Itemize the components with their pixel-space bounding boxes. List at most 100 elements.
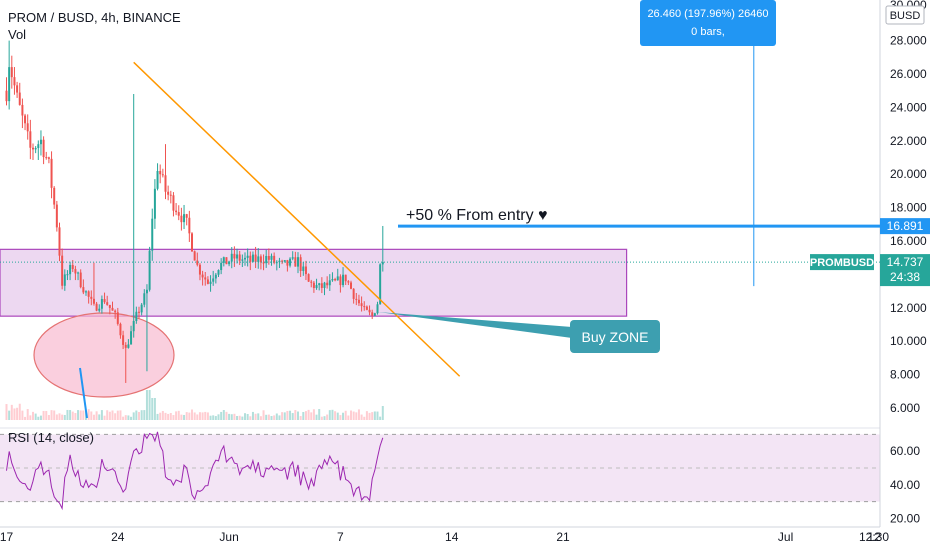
- symbol-title[interactable]: PROM / BUSD, 4h, BINANCE: [8, 10, 181, 25]
- volume-bar: [204, 411, 207, 420]
- descending-trendline[interactable]: [133, 61, 461, 377]
- rsi-label[interactable]: RSI (14, close): [8, 430, 94, 445]
- candle-body: [87, 291, 90, 297]
- candle-body: [39, 139, 42, 145]
- volume-bar: [283, 412, 286, 420]
- volume-bar: [304, 411, 307, 420]
- volume-bar: [251, 411, 254, 420]
- bottom-highlight-ellipse[interactable]: [33, 312, 175, 398]
- candle-body: [254, 254, 257, 262]
- volume-bar: [196, 414, 199, 420]
- price-tick-label: 20.000: [890, 167, 927, 181]
- volume-bar: [24, 416, 27, 420]
- measure-info-box[interactable]: [640, 0, 776, 46]
- candle-body: [344, 274, 347, 282]
- candle-body: [180, 215, 183, 223]
- volume-bar: [297, 411, 299, 420]
- candle-body: [244, 257, 246, 260]
- candle-body: [286, 260, 289, 266]
- candle-body: [148, 250, 151, 290]
- volume-bar: [164, 412, 167, 420]
- volume-bar: [379, 416, 382, 420]
- currency-badge[interactable]: [885, 5, 925, 25]
- volume-bar: [122, 416, 125, 420]
- volume-bar: [29, 415, 32, 420]
- volume-bar: [291, 413, 294, 420]
- pointer-line[interactable]: [79, 367, 88, 419]
- volume-bar: [350, 410, 352, 420]
- volume-bar: [363, 416, 366, 420]
- measure-info-line2: 0 bars,: [691, 26, 725, 38]
- volume-bar: [87, 409, 90, 420]
- volume-bar: [381, 406, 384, 420]
- candle-body: [342, 274, 345, 286]
- candle-body: [79, 272, 82, 288]
- candle-body: [29, 131, 32, 148]
- candle-body: [222, 257, 225, 263]
- candle-body: [98, 308, 101, 311]
- candle-body: [106, 302, 109, 305]
- volume-bar: [156, 413, 159, 420]
- volume-bar: [270, 416, 273, 420]
- candle-body: [312, 282, 315, 289]
- current-price-tag-text: 14.737: [887, 255, 924, 269]
- candle-body: [273, 255, 276, 263]
- volume-bar: [63, 414, 66, 420]
- candle-body: [371, 312, 374, 316]
- volume-bar: [307, 409, 310, 420]
- candle-body: [352, 288, 355, 299]
- candle-body: [347, 281, 350, 283]
- volume-bar: [320, 416, 323, 420]
- price-tick-label: 12.000: [890, 301, 927, 315]
- volume-bar: [230, 414, 233, 420]
- candle-body: [116, 312, 119, 324]
- volume-label[interactable]: Vol: [8, 27, 26, 42]
- buy-zone-label: Buy ZONE: [582, 329, 649, 345]
- candle-body: [177, 212, 180, 216]
- price-axis[interactable]: 28.000 26.000 24.000 22.000 20.000 18.000 16.0…: [890, 0, 927, 415]
- candle-body: [55, 204, 58, 228]
- target-price-tag: [880, 218, 930, 235]
- candle-body: [365, 306, 368, 310]
- price-tick-label: 26.000: [890, 67, 927, 81]
- buy-zone-callout[interactable]: [570, 320, 660, 353]
- candle-body: [336, 276, 339, 281]
- candle-body: [16, 85, 19, 93]
- candle-body: [24, 115, 27, 124]
- volume-bar: [275, 413, 278, 420]
- volume-bar: [151, 398, 154, 420]
- rsi-axis[interactable]: 60.00 40.00 20.00: [890, 444, 920, 525]
- candle-body: [100, 299, 103, 309]
- time-tick-label: 14: [445, 530, 459, 544]
- volume-bar: [212, 415, 215, 420]
- volume-bar: [45, 410, 48, 420]
- volume-bar: [18, 403, 21, 420]
- volume-bar: [281, 412, 284, 420]
- symbol-price-label-text: PROMBUSD: [810, 257, 874, 269]
- candle-body: [238, 254, 241, 261]
- candle-body: [363, 306, 366, 308]
- volume-bar: [5, 404, 8, 420]
- price-tick-label: 10.000: [890, 334, 927, 348]
- volume-bar: [167, 413, 170, 420]
- time-tick-label: 7: [337, 530, 344, 544]
- candle-body: [185, 214, 188, 218]
- rsi-tick-label: 40.00: [890, 478, 920, 492]
- candle-body: [53, 187, 56, 205]
- volume-bar: [267, 414, 270, 420]
- candle-body: [289, 258, 292, 266]
- candle-body: [77, 272, 80, 274]
- volume-bar: [82, 410, 85, 420]
- volume-bar: [37, 416, 40, 420]
- volume-bar: [183, 414, 186, 420]
- candle-body: [69, 264, 72, 275]
- candle-body: [357, 299, 360, 304]
- candle-body: [66, 274, 69, 276]
- buy-zone-callout-pointer: [378, 312, 572, 338]
- volume-bar: [318, 409, 321, 420]
- target-label[interactable]: +50 % From entry ♥: [406, 207, 548, 224]
- candle-body: [360, 303, 363, 307]
- candle-body: [119, 323, 122, 336]
